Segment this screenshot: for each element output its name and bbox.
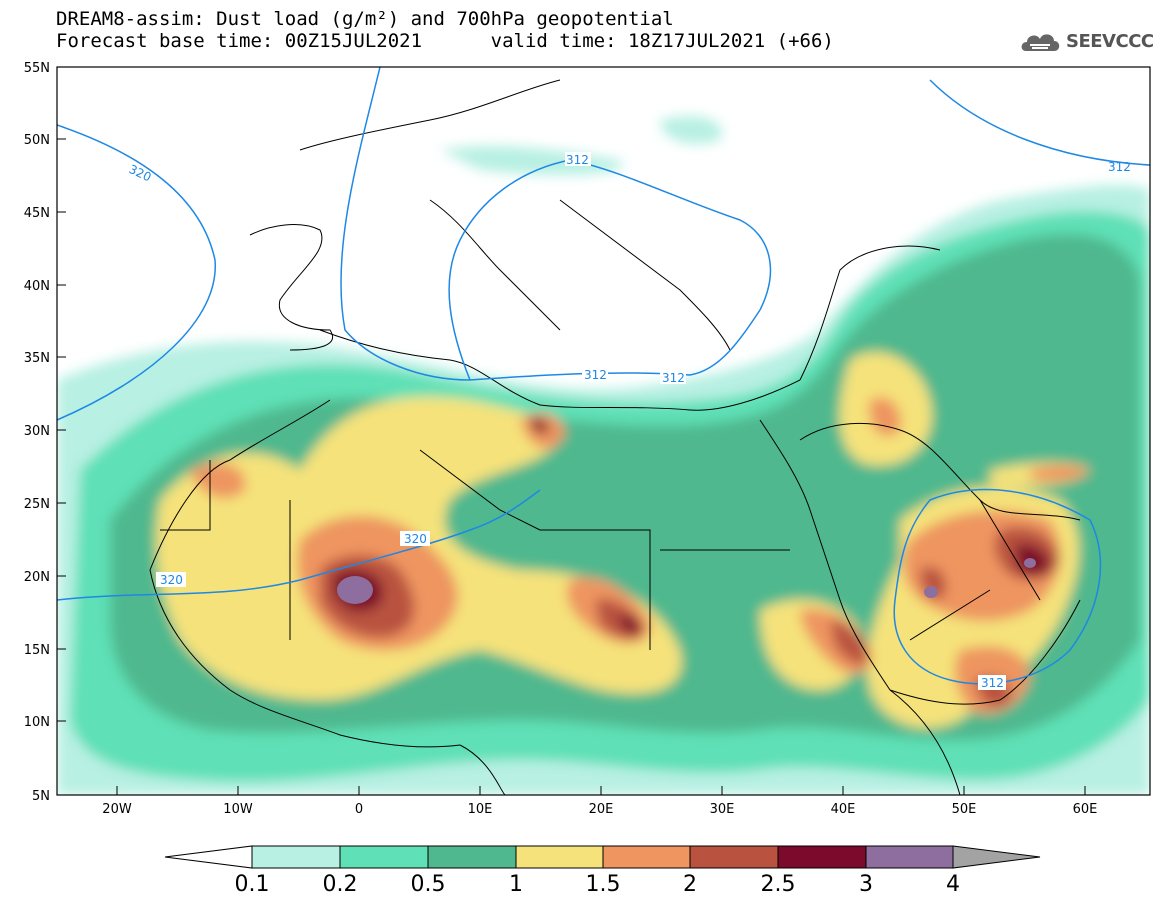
logo-text: SEEVCCC [1066, 30, 1154, 52]
colorbar-tick: 0.1 [235, 872, 270, 897]
map-title: DREAM8-assim: Dust load (g/m²) and 700hP… [56, 8, 674, 30]
lon-label: 40E [831, 802, 856, 817]
colorbar-tick: 4 [946, 872, 960, 897]
lat-label: 25N [24, 497, 50, 512]
isoline-label: 312 [584, 368, 607, 382]
forecast-time-subtitle: Forecast base time: 00Z15JUL2021 valid t… [56, 30, 834, 52]
isoline-label: 312 [566, 153, 589, 167]
colorbar-swatch [865, 845, 954, 869]
colorbar: 0.1 0.2 0.5 1 1.5 2 2.5 3 4 [164, 845, 1041, 897]
lat-label: 20N [24, 570, 50, 585]
colorbar-tick: 2.5 [761, 872, 796, 897]
lon-label: 50E [952, 802, 977, 817]
lon-label: 10E [468, 802, 493, 817]
lon-label: 0 [355, 802, 363, 817]
isoline-label: 312 [981, 676, 1004, 690]
lon-label: 20W [102, 802, 132, 817]
colorbar-tick: 0.5 [411, 872, 446, 897]
lat-label: 30N [24, 424, 50, 439]
colorbar-swatch [602, 845, 691, 869]
colorbar-max-arrow [952, 845, 1041, 869]
lat-label: 45N [24, 206, 50, 221]
lat-label: 15N [24, 643, 50, 658]
lon-label: 30E [710, 802, 735, 817]
isoline-label: 320 [160, 573, 183, 587]
lat-label: 35N [24, 351, 50, 366]
lat-axis [57, 66, 66, 796]
colorbar-swatch [515, 845, 604, 869]
lat-label: 5N [32, 789, 50, 804]
lat-label: 40N [24, 279, 50, 294]
lon-label: 60E [1073, 802, 1098, 817]
lat-label: 10N [24, 715, 50, 730]
seevccc-logo: SEEVCCC [1018, 26, 1154, 56]
colorbar-swatch [427, 845, 517, 869]
lon-label: 10W [223, 802, 253, 817]
lon-axis [116, 786, 1086, 795]
lat-label: 50N [24, 133, 50, 148]
cloud-icon [1021, 34, 1060, 51]
isoline-label: 312 [1108, 160, 1131, 174]
colorbar-swatch [689, 845, 779, 869]
lon-label: 20E [589, 802, 614, 817]
colorbar-tick: 0.2 [323, 872, 358, 897]
colorbar-swatch [777, 845, 867, 869]
isoline-label: 312 [662, 371, 685, 385]
colorbar-tick: 2 [683, 872, 697, 897]
colorbar-swatch [251, 845, 341, 869]
isoline-label: 320 [404, 532, 427, 546]
lat-label: 55N [24, 61, 50, 76]
colorbar-tick: 1.5 [586, 872, 621, 897]
dust-field [57, 67, 1150, 795]
colorbar-swatch [339, 845, 429, 869]
map-frame [56, 66, 1151, 796]
colorbar-tick: 3 [859, 872, 873, 897]
colorbar-min-arrow [164, 845, 253, 869]
colorbar-tick: 1 [509, 872, 523, 897]
